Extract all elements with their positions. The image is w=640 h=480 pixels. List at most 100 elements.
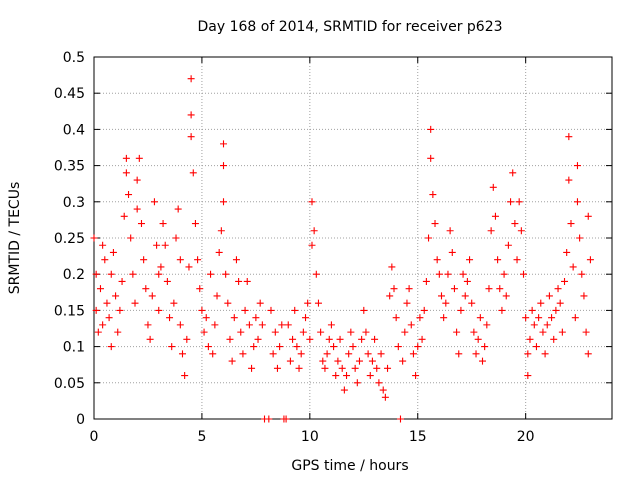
data-point xyxy=(252,314,260,322)
y-tick-label: 0.1 xyxy=(63,340,85,356)
data-point xyxy=(582,328,590,336)
data-point xyxy=(584,350,592,358)
data-point xyxy=(159,220,167,228)
data-point xyxy=(461,292,469,300)
data-point xyxy=(528,306,536,314)
data-point xyxy=(228,357,236,365)
data-point xyxy=(243,277,251,285)
data-point xyxy=(532,343,540,351)
data-point xyxy=(273,364,281,372)
data-point xyxy=(584,212,592,220)
data-point xyxy=(491,212,499,220)
data-point xyxy=(539,328,547,336)
data-point xyxy=(448,248,456,256)
data-point xyxy=(483,321,491,329)
data-point xyxy=(440,314,448,322)
data-point xyxy=(576,234,584,242)
data-point xyxy=(325,335,333,343)
data-point xyxy=(422,277,430,285)
data-point xyxy=(384,364,392,372)
data-point xyxy=(198,306,206,314)
data-point xyxy=(271,328,279,336)
data-point xyxy=(466,256,474,264)
data-point xyxy=(450,285,458,293)
data-point xyxy=(563,248,571,256)
data-point xyxy=(381,393,389,401)
data-point xyxy=(256,299,264,307)
data-point xyxy=(433,256,441,264)
data-point xyxy=(412,372,420,380)
data-point xyxy=(276,343,284,351)
data-point xyxy=(517,227,525,235)
data-point xyxy=(278,321,286,329)
data-point xyxy=(286,357,294,365)
data-point xyxy=(373,364,381,372)
data-point xyxy=(250,343,258,351)
y-axis-label: SRMTID / TECUs xyxy=(7,182,23,295)
data-point xyxy=(211,321,219,329)
data-point xyxy=(118,277,126,285)
data-point xyxy=(103,299,111,307)
data-point xyxy=(431,220,439,228)
data-point xyxy=(453,328,461,336)
data-point xyxy=(343,372,351,380)
data-point xyxy=(245,321,253,329)
data-point xyxy=(338,364,346,372)
data-point xyxy=(172,234,180,242)
data-point xyxy=(496,285,504,293)
data-point xyxy=(137,220,145,228)
data-point xyxy=(220,162,227,170)
data-point xyxy=(122,169,130,177)
data-point xyxy=(207,270,215,278)
data-point xyxy=(153,241,161,249)
data-point xyxy=(573,198,581,206)
y-tick-label: 0.4 xyxy=(63,122,85,138)
data-point xyxy=(485,285,493,293)
data-point xyxy=(269,350,277,358)
data-point xyxy=(500,270,508,278)
data-point xyxy=(122,154,130,162)
y-tick-label: 0 xyxy=(76,412,85,428)
data-point xyxy=(319,357,327,365)
data-point xyxy=(282,415,290,423)
data-point xyxy=(444,270,452,278)
data-point xyxy=(427,154,435,162)
data-point xyxy=(168,343,176,351)
data-point xyxy=(155,270,163,278)
data-point xyxy=(377,350,385,358)
data-point xyxy=(176,321,184,329)
data-point xyxy=(330,343,338,351)
data-point xyxy=(92,270,100,278)
data-point xyxy=(94,328,102,336)
data-point xyxy=(481,343,489,351)
data-point xyxy=(293,343,301,351)
data-point xyxy=(435,270,443,278)
data-point xyxy=(185,263,193,271)
data-point xyxy=(166,314,174,322)
data-point xyxy=(239,350,247,358)
y-tick-label: 0.25 xyxy=(54,231,85,247)
data-point xyxy=(92,306,100,314)
data-point xyxy=(442,299,450,307)
data-point xyxy=(170,299,178,307)
data-point xyxy=(213,292,221,300)
data-point xyxy=(215,248,223,256)
data-point xyxy=(571,314,579,322)
data-point xyxy=(474,335,482,343)
x-tick-label: 15 xyxy=(409,429,427,445)
data-point xyxy=(515,198,523,206)
data-point xyxy=(181,372,189,380)
data-point xyxy=(396,415,404,423)
data-point xyxy=(526,335,534,343)
data-point xyxy=(455,350,463,358)
data-point xyxy=(312,270,320,278)
data-point xyxy=(502,292,510,300)
data-point xyxy=(187,75,195,83)
data-point xyxy=(127,234,135,242)
data-point xyxy=(321,364,329,372)
data-point xyxy=(375,379,383,387)
data-point xyxy=(414,343,422,351)
data-point xyxy=(217,227,225,235)
data-point xyxy=(194,256,202,264)
data-point xyxy=(494,256,502,264)
